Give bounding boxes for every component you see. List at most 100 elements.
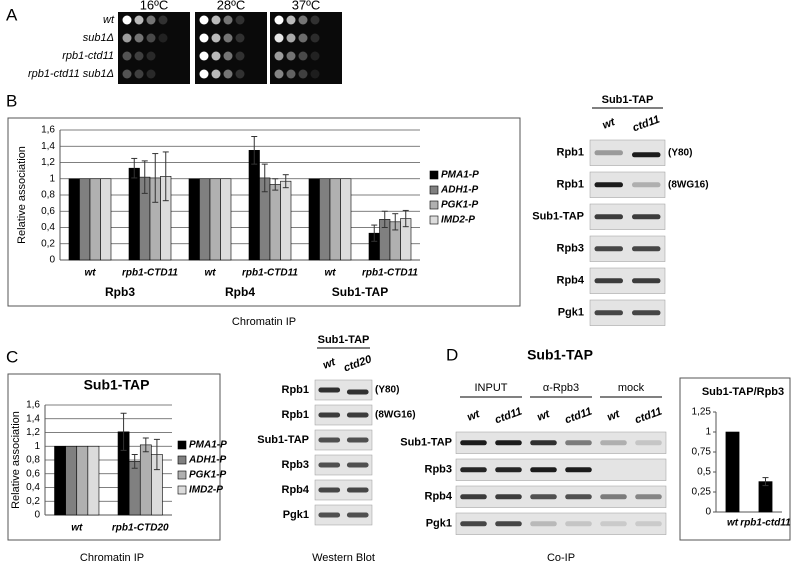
legend-label: PGK1-P — [189, 470, 227, 481]
y-tick-label: 0,8 — [41, 190, 55, 201]
panel-label: A — [6, 5, 18, 24]
bar — [199, 178, 211, 261]
spot — [134, 33, 144, 43]
bar — [280, 180, 292, 261]
spot — [199, 69, 209, 79]
antibody-label: (Y80) — [375, 385, 399, 396]
antibody-label: (8WG16) — [668, 179, 709, 190]
y-tick-label: 0,75 — [692, 447, 712, 458]
spot — [223, 69, 233, 79]
blot-title: Sub1-TAP — [318, 334, 370, 346]
y-tick-label: 1,4 — [41, 141, 55, 152]
panel-label: C — [6, 347, 18, 366]
bar — [128, 461, 141, 516]
spot — [146, 51, 156, 61]
bar — [68, 178, 80, 261]
bar — [100, 178, 112, 261]
blot-band — [318, 412, 341, 418]
legend-swatch — [177, 485, 187, 495]
antibody-label: (8WG16) — [375, 410, 416, 421]
lane-label: ctd11 — [631, 113, 661, 134]
blot-band — [632, 278, 661, 284]
blot-band — [632, 182, 661, 188]
blot-band — [495, 521, 522, 527]
blot-band — [318, 487, 341, 493]
legend-label: ADH1-P — [188, 455, 227, 466]
blot-row-label: Rpb3 — [282, 459, 310, 471]
y-tick-label: 0,6 — [26, 468, 40, 479]
blot-band — [460, 467, 487, 473]
chart-title: Sub1-TAP — [84, 377, 150, 393]
spot — [158, 33, 168, 43]
blot-band — [632, 214, 661, 220]
blot-row-label: Rpb4 — [282, 484, 310, 496]
spot — [274, 51, 284, 61]
bar — [209, 178, 221, 261]
x-tick-label: wt — [727, 518, 739, 529]
blot-strip — [455, 485, 667, 508]
plate — [118, 12, 190, 84]
y-tick-label: 1,2 — [26, 427, 40, 438]
spot — [122, 69, 132, 79]
y-tick-label: 1,25 — [692, 407, 712, 418]
antibody-label: (Y80) — [668, 147, 692, 158]
y-tick-label: 0 — [705, 507, 711, 518]
spot — [235, 51, 245, 61]
panel-label: D — [446, 345, 458, 364]
spot — [146, 33, 156, 43]
spot — [235, 33, 245, 43]
spot — [286, 69, 296, 79]
y-tick-label: 0,8 — [26, 455, 40, 466]
strain-label: rpb1-ctd11 — [62, 50, 114, 62]
chart-frame — [7, 117, 521, 307]
legend-swatch — [429, 215, 439, 225]
blot-band — [346, 389, 369, 395]
spot — [122, 15, 132, 25]
spot — [235, 15, 245, 25]
blot-band — [530, 467, 557, 473]
legend-swatch — [177, 470, 187, 480]
legend-label: IMD2-P — [189, 485, 223, 496]
bar — [340, 178, 352, 261]
spot — [286, 51, 296, 61]
y-tick-label: 0,2 — [41, 238, 55, 249]
blot-strip — [455, 431, 667, 454]
blot-strip — [314, 454, 373, 476]
blot-band — [632, 152, 661, 158]
blot-row-label: Rpb3 — [557, 243, 585, 255]
y-tick-label: 1 — [705, 427, 711, 438]
blot-band — [594, 246, 623, 252]
bar — [87, 445, 100, 516]
spot — [223, 15, 233, 25]
spot — [211, 15, 221, 25]
blot-band — [460, 440, 487, 446]
spot — [310, 33, 320, 43]
legend-label: PMA1-P — [441, 170, 479, 181]
x-tick-label: rpb1-CTD11 — [362, 268, 418, 279]
y-axis-label: Relative association — [10, 411, 22, 509]
spot — [122, 33, 132, 43]
y-tick-label: 0,2 — [26, 496, 40, 507]
lane-label: wt — [321, 356, 338, 372]
y-tick-label: 0 — [49, 255, 55, 266]
blot-band — [594, 310, 623, 316]
spot — [134, 15, 144, 25]
x-tick-label: rpb1-CTD11 — [122, 268, 178, 279]
blot-band — [632, 310, 661, 316]
bar — [188, 178, 200, 261]
group-label: Sub1-TAP — [332, 285, 388, 299]
group-label: Rpb4 — [225, 285, 255, 299]
blot-row-label: Pgk1 — [426, 518, 452, 530]
spot — [298, 15, 308, 25]
lane-label: wt — [466, 408, 483, 424]
bar — [725, 431, 740, 513]
spot — [211, 51, 221, 61]
blot-band — [346, 437, 369, 443]
strain-label: sub1Δ — [83, 32, 114, 44]
spot — [199, 15, 209, 25]
blot-band — [594, 150, 623, 156]
blot-band — [346, 412, 369, 418]
y-tick-label: 0,25 — [692, 487, 712, 498]
bar — [65, 445, 78, 516]
spot — [298, 69, 308, 79]
